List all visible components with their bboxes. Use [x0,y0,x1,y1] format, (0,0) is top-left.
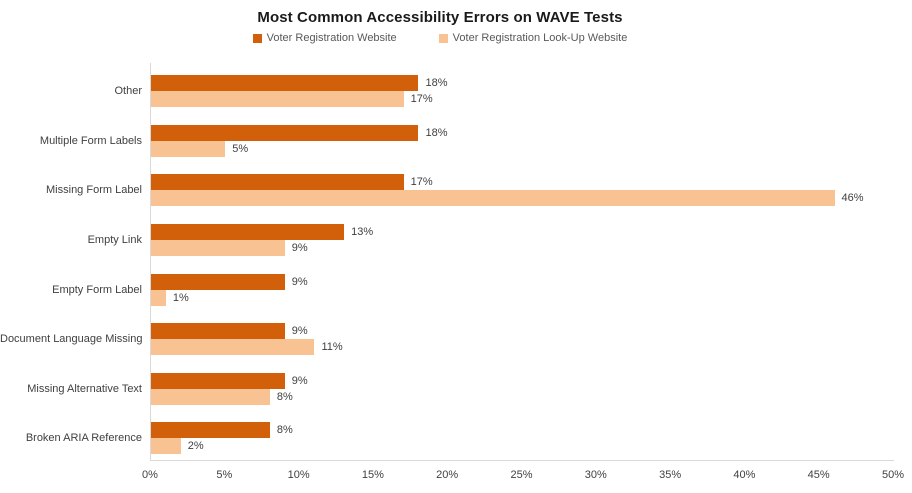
bar-series-2 [151,239,285,256]
bar-series-2 [151,140,226,157]
bar-series-2 [151,190,835,207]
value-label: 11% [321,341,343,354]
x-tick-label: 35% [659,469,682,481]
value-label: 9% [291,374,308,387]
x-tick-label: 25% [510,469,533,481]
bar-series-1 [151,174,404,191]
x-tick-label: 30% [584,469,607,481]
x-tick-label: 40% [733,469,756,481]
x-tick-label: 10% [287,469,310,481]
category-label: Empty Form Label [52,283,142,296]
chart-legend: Voter Registration Website Voter Registr… [0,32,880,44]
value-label: 46% [841,192,864,205]
bar-series-1 [151,323,285,340]
category-label: Document Language Missing [0,333,143,346]
category-label: Multiple Form Labels [39,134,142,147]
bar-series-2 [151,91,404,107]
value-label: 9% [291,325,308,338]
category-label: Missing Form Label [46,184,142,197]
category-label: Other [114,85,142,97]
value-label: 2% [187,440,204,453]
bar-series-1 [151,223,345,240]
value-label: 17% [410,176,433,189]
bar-series-2 [151,438,181,455]
bar-series-2 [151,289,166,306]
value-label: 9% [291,275,308,288]
legend-swatch-series-2-icon [438,33,448,43]
bar-series-1 [151,372,285,389]
bar-series-1 [151,273,285,290]
bar-series-2 [151,388,270,405]
value-label: 13% [351,225,374,238]
bar-series-2 [151,339,315,356]
bar-series-1 [151,422,270,439]
bar-series-1 [151,75,419,91]
value-label: 18% [425,77,448,89]
legend-swatch-series-1-icon [252,33,262,43]
legend-label-series-2: Voter Registration Look-Up Website [452,32,628,44]
value-label: 8% [276,390,293,403]
bar-series-1 [151,124,419,141]
value-label: 17% [410,93,433,105]
x-tick-label: 15% [361,469,384,481]
legend-label-series-1: Voter Registration Website [266,32,397,44]
value-label: 9% [291,241,308,254]
value-label: 18% [425,126,448,139]
x-tick-label: 5% [216,469,233,481]
value-label: 1% [172,291,189,304]
legend-item-series-1: Voter Registration Website [252,32,397,44]
category-label: Missing Alternative Text [27,382,142,395]
x-tick-label: 50% [881,469,905,481]
plot-area: 18% 17% 18% 5% 17% 46% 13% 9% 9% 1% 9% 11% 9% 8% 8% 2% [150,63,894,461]
chart-title: Most Common Accessibility Errors on WAVE… [257,9,623,26]
category-label: Broken ARIA Reference [25,432,142,445]
value-label: 5% [232,142,249,155]
value-label: 8% [276,424,293,437]
x-tick-label: 20% [436,469,459,481]
x-tick-label: 45% [807,469,830,481]
legend-item-series-2: Voter Registration Look-Up Website [438,32,628,44]
category-label: Empty Link [87,233,142,246]
x-tick-label: 0% [142,469,158,481]
